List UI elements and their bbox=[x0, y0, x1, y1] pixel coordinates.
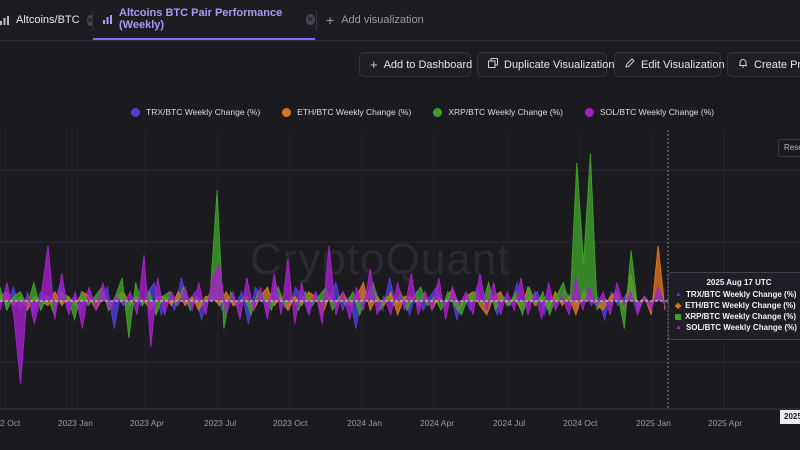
tab-altcoins-btc[interactable]: Altcoins/BTC ✕ bbox=[0, 0, 94, 40]
add-visualization-label: Add visualization bbox=[341, 14, 424, 26]
reset-zoom-button[interactable]: Rese bbox=[778, 139, 800, 157]
edit-visualization-label: Edit Visualization bbox=[641, 58, 725, 71]
pencil-icon bbox=[625, 58, 635, 71]
copy-icon bbox=[488, 58, 498, 71]
bell-icon bbox=[738, 58, 748, 71]
legend-marker bbox=[131, 107, 140, 117]
legend-label: TRX/BTC Weekly Change (%) bbox=[146, 107, 261, 117]
watermark: CryptoQuant bbox=[250, 235, 511, 284]
add-to-dashboard-label: Add to Dashboard bbox=[383, 58, 473, 71]
legend-marker bbox=[584, 107, 594, 117]
tooltip-label: SOL/BTC Weekly Change (%) bbox=[685, 323, 797, 332]
square-icon bbox=[675, 313, 681, 320]
chart-legend: TRX/BTC Weekly Change (%) ETH/BTC Weekly… bbox=[131, 104, 736, 120]
x-tick-label: 2023 Jan bbox=[58, 418, 93, 428]
legend-label: SOL/BTC Weekly Change (%) bbox=[599, 107, 715, 117]
tooltip-row-xrp: XRP/BTC Weekly Change (%) : bbox=[669, 311, 800, 322]
duplicate-visualization-label: Duplicate Visualization bbox=[504, 58, 615, 71]
plus-icon: + bbox=[326, 12, 335, 28]
tooltip-row-sol: ▲ SOL/BTC Weekly Change (%) ( bbox=[669, 322, 800, 333]
tooltip-row-eth: ◆ ETH/BTC Weekly Change (%) ( bbox=[669, 300, 800, 311]
edit-visualization-button[interactable]: Edit Visualization bbox=[614, 52, 725, 77]
legend-item-sol[interactable]: SOL/BTC Weekly Change (%) bbox=[584, 104, 715, 120]
bar-chart-icon bbox=[103, 14, 112, 24]
tab-divider bbox=[92, 10, 93, 30]
triangle-icon: ▲ bbox=[675, 324, 682, 331]
area-chart[interactable] bbox=[0, 130, 800, 412]
tooltip-row-trx: ▲ TRX/BTC Weekly Change (%) : bbox=[669, 289, 800, 300]
series-line-xrp bbox=[0, 153, 666, 338]
tab-bar: Altcoins/BTC ✕ Altcoins BTC Pair Perform… bbox=[0, 0, 800, 41]
x-tick-label: 2023 Jul bbox=[204, 418, 237, 428]
legend-item-eth[interactable]: ETH/BTC Weekly Change (%) bbox=[282, 104, 411, 120]
create-preset-button[interactable]: Create Pres bbox=[727, 52, 800, 77]
triangle-icon: ▲ bbox=[675, 291, 682, 298]
x-tick-label: 2024 Jul bbox=[493, 418, 526, 428]
x-tick-label: 2024 Jan bbox=[347, 418, 382, 428]
add-visualization-button[interactable]: + Add visualization bbox=[326, 0, 424, 40]
tooltip-title: 2025 Aug 17 UTC bbox=[706, 278, 772, 287]
legend-marker bbox=[282, 107, 292, 117]
tab-divider bbox=[316, 10, 317, 30]
tab-label: Altcoins BTC Pair Performance (Weekly) bbox=[119, 7, 283, 31]
legend-marker bbox=[433, 107, 443, 117]
legend-item-trx[interactable]: TRX/BTC Weekly Change (%) bbox=[131, 104, 260, 120]
chart-tooltip: 2025 Aug 17 UTC ▲ TRX/BTC Weekly Change … bbox=[668, 272, 800, 340]
add-to-dashboard-button[interactable]: + Add to Dashboard bbox=[359, 52, 473, 77]
tab-label: Altcoins/BTC bbox=[16, 14, 80, 26]
duplicate-visualization-button[interactable]: Duplicate Visualization bbox=[477, 52, 614, 77]
tooltip-label: ETH/BTC Weekly Change (%) bbox=[685, 301, 796, 310]
create-preset-label: Create Pres bbox=[754, 58, 800, 71]
x-tick-label: 2025 Apr bbox=[708, 418, 743, 428]
x-axis-badge: 2025 bbox=[780, 410, 800, 424]
x-tick-label: 2023 Apr bbox=[130, 418, 165, 428]
x-tick-label: 2024 Apr bbox=[420, 418, 455, 428]
close-icon[interactable]: ✕ bbox=[305, 13, 315, 25]
tooltip-label: TRX/BTC Weekly Change (%) bbox=[685, 290, 797, 299]
tooltip-label: XRP/BTC Weekly Change (%) bbox=[685, 312, 796, 321]
tab-altcoins-btc-pair-performance[interactable]: Altcoins BTC Pair Performance (Weekly) ✕ bbox=[93, 0, 315, 40]
plus-icon: + bbox=[370, 57, 378, 72]
x-tick-label: 2 Oct bbox=[0, 418, 21, 428]
series-area-sol[interactable] bbox=[0, 245, 665, 384]
legend-item-xrp[interactable]: XRP/BTC Weekly Change (%) bbox=[433, 104, 563, 120]
x-tick-label: 2023 Oct bbox=[273, 418, 308, 428]
diamond-icon: ◆ bbox=[675, 301, 682, 310]
legend-label: XRP/BTC Weekly Change (%) bbox=[448, 107, 563, 117]
x-axis: 2 Oct 2023 Jan 2023 Apr 2023 Jul 2023 Oc… bbox=[0, 412, 800, 432]
series-area-eth[interactable] bbox=[0, 245, 665, 315]
x-tick-label: 2024 Oct bbox=[563, 418, 598, 428]
x-tick-label: 2025 Jan bbox=[636, 418, 671, 428]
legend-label: ETH/BTC Weekly Change (%) bbox=[297, 107, 412, 117]
close-icon[interactable]: ✕ bbox=[86, 14, 94, 26]
series-line-sol bbox=[0, 245, 666, 384]
bar-chart-icon bbox=[0, 15, 9, 25]
